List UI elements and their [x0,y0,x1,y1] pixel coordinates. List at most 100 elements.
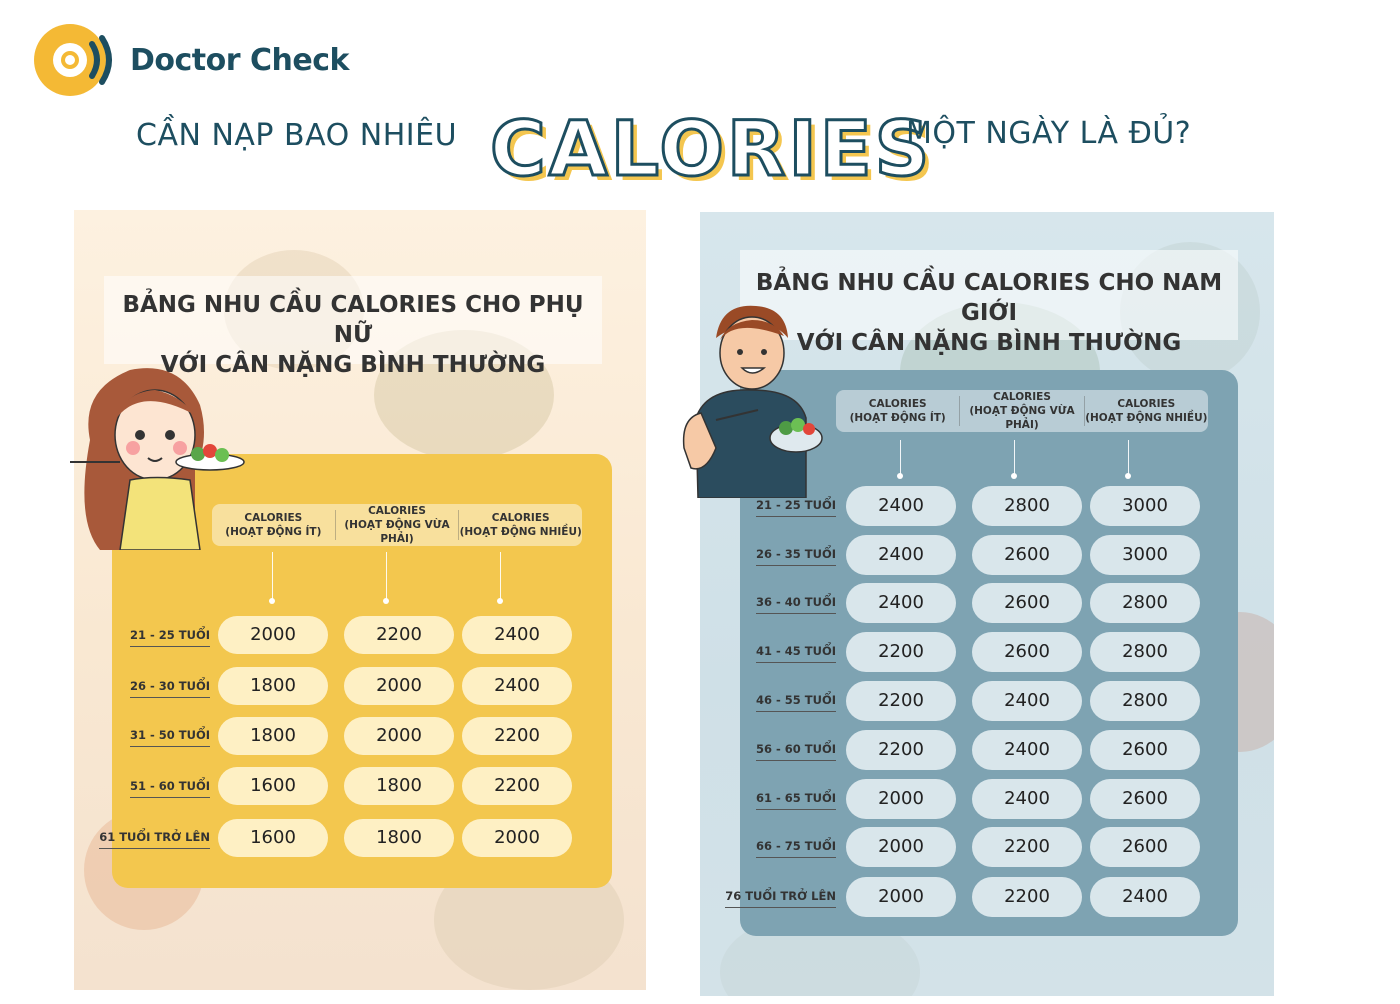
men-value-pill: 2200 [972,877,1082,917]
col-subtitle: (HOẠT ĐỘNG VỪA PHẢI) [969,405,1075,431]
divider [334,510,336,540]
men-age-label: 61 - 65 TUỔI [755,791,837,810]
women-age-label: 31 - 50 TUỔI [129,728,211,747]
women-calorie-table: CALORIES (HOẠT ĐỘNG ÍT) CALORIES (HOẠT Đ… [99,454,612,888]
women-value-pill: 2200 [462,717,572,755]
connector-dot [269,598,275,604]
col-title: CALORIES [868,398,927,410]
men-age-label: 21 - 25 TUỔI [755,498,837,517]
women-value-pill: 1800 [218,667,328,705]
women-panel: BẢNG NHU CẦU CALORIES CHO PHỤ NỮ VỚI CÂN… [74,210,646,990]
connector-dot [383,598,389,604]
col-subtitle: (HOẠT ĐỘNG VỪA PHẢI) [344,519,450,545]
col-title: CALORIES [368,505,426,517]
brand-logo: Doctor Check [34,20,349,100]
connector-dot [1125,473,1131,479]
women-age-label: 26 - 30 TUỔI [129,679,211,698]
men-table-title: BẢNG NHU CẦU CALORIES CHO NAM GIỚI VỚI C… [740,250,1238,356]
col-subtitle: (HOẠT ĐỘNG ÍT) [225,526,322,538]
men-value-pill: 2600 [972,535,1082,575]
col-title: CALORIES [1117,398,1176,410]
man-eating-salad-illustration [682,305,823,498]
men-title-line1: BẢNG NHU CẦU CALORIES CHO NAM GIỚI [755,270,1223,326]
men-value-pill: 2400 [972,681,1082,721]
heading-highlight: CALORIES [488,103,933,195]
col-subtitle: (HOẠT ĐỘNG NHIỀU) [459,526,582,538]
women-column-header: CALORIES (HOẠT ĐỘNG ÍT) CALORIES (HOẠT Đ… [212,504,582,546]
women-table-title: BẢNG NHU CẦU CALORIES CHO PHỤ NỮ VỚI CÂN… [104,276,602,378]
women-col-low: CALORIES (HOẠT ĐỘNG ÍT) [212,511,335,539]
men-col-high: CALORIES (HOẠT ĐỘNG NHIỀU) [1085,397,1208,425]
women-age-label: 51 - 60 TUỔI [129,779,211,798]
men-value-pill: 3000 [1090,535,1200,575]
men-value-pill: 2600 [1090,730,1200,770]
connector-line [1014,440,1015,476]
men-col-medium: CALORIES (HOẠT ĐỘNG VỪA PHẢI) [960,390,1083,432]
men-value-pill: 2800 [1090,583,1200,623]
divider [458,510,460,540]
col-title: CALORIES [993,391,1051,403]
men-value-pill: 3000 [1090,486,1200,526]
women-value-pill: 1800 [344,819,454,857]
connector-line [386,552,387,600]
women-value-pill: 2000 [344,717,454,755]
men-value-pill: 2200 [846,681,956,721]
connector-dot [897,473,903,479]
men-value-pill: 2000 [846,779,956,819]
women-value-pill: 1800 [218,717,328,755]
men-value-pill: 2400 [972,779,1082,819]
women-title-line1: BẢNG NHU CẦU CALORIES CHO PHỤ NỮ [122,292,584,348]
men-age-label: 46 - 55 TUỔI [755,693,837,712]
men-value-pill: 2000 [846,827,956,867]
men-value-pill: 2800 [972,486,1082,526]
women-value-pill: 2000 [344,667,454,705]
men-value-pill: 2600 [972,583,1082,623]
col-title: CALORIES [491,512,550,524]
men-age-label: 56 - 60 TUỔI [755,742,837,761]
women-age-label: 61 TUỔI TRỞ LÊN [99,830,210,849]
col-subtitle: (HOẠT ĐỘNG ÍT) [849,412,946,424]
men-value-pill: 2600 [1090,779,1200,819]
women-value-pill: 2000 [218,616,328,654]
connector-line [1128,440,1129,476]
heading-left: CẦN NẠP BAO NHIÊU [136,118,458,153]
connector-line [272,552,273,600]
men-value-pill: 2400 [972,730,1082,770]
women-age-label: 21 - 25 TUỔI [129,628,211,647]
col-title: CALORIES [244,512,303,524]
men-col-low: CALORIES (HOẠT ĐỘNG ÍT) [836,397,959,425]
divider [959,396,961,426]
men-value-pill: 2200 [846,632,956,672]
men-value-pill: 2800 [1090,681,1200,721]
women-value-pill: 2400 [462,667,572,705]
women-value-pill: 2200 [462,767,572,805]
men-value-pill: 2800 [1090,632,1200,672]
women-value-pill: 1600 [218,767,328,805]
men-value-pill: 2600 [972,632,1082,672]
men-column-header: CALORIES (HOẠT ĐỘNG ÍT) CALORIES (HOẠT Đ… [836,390,1208,432]
men-age-label: 26 - 35 TUỔI [755,547,837,566]
women-col-medium: CALORIES (HOẠT ĐỘNG VỪA PHẢI) [336,504,459,546]
connector-dot [1011,473,1017,479]
connector-line [900,440,901,476]
brand-name: Doctor Check [130,42,349,78]
men-value-pill: 2400 [1090,877,1200,917]
men-age-label: 66 - 75 TUỔI [755,839,837,858]
connector-dot [497,598,503,604]
men-value-pill: 2200 [846,730,956,770]
woman-eating-salad-illustration [70,368,245,550]
heading-right: MỘT NGÀY LÀ ĐỦ? [906,116,1192,151]
women-value-pill: 2000 [462,819,572,857]
men-value-pill: 2400 [846,535,956,575]
women-value-pill: 2400 [462,616,572,654]
women-value-pill: 2200 [344,616,454,654]
men-value-pill: 2000 [846,877,956,917]
women-title-line2: VỚI CÂN NẶNG BÌNH THƯỜNG [160,352,546,378]
connector-line [500,552,501,600]
col-subtitle: (HOẠT ĐỘNG NHIỀU) [1085,412,1208,424]
women-value-pill: 1800 [344,767,454,805]
men-calorie-table: CALORIES (HOẠT ĐỘNG ÍT) CALORIES (HOẠT Đ… [725,370,1238,936]
men-value-pill: 2400 [846,486,956,526]
doctor-check-logo-icon [34,24,112,96]
men-value-pill: 2400 [846,583,956,623]
